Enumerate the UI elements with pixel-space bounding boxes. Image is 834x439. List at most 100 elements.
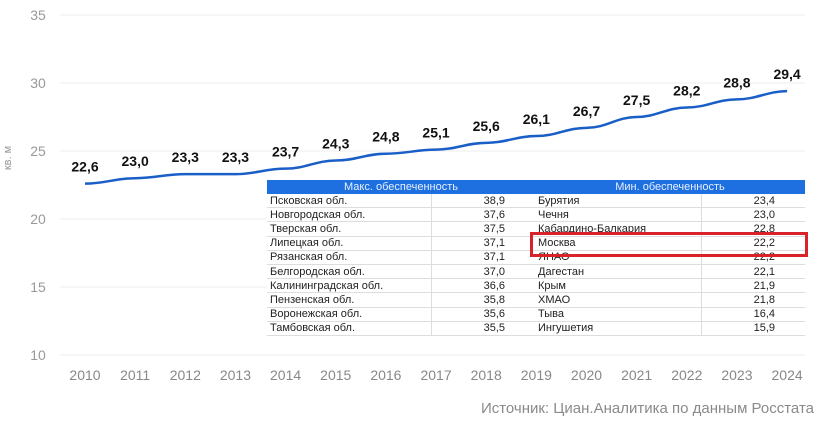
x-tick-label: 2022 bbox=[671, 367, 702, 383]
region-cell: Калининградская обл. bbox=[267, 278, 432, 294]
value-cell: 37,5 bbox=[431, 221, 535, 237]
value-cell: 35,5 bbox=[431, 321, 535, 336]
value-cell: 35,6 bbox=[431, 307, 535, 322]
x-tick-label: 2017 bbox=[420, 367, 451, 383]
data-label: 23,3 bbox=[222, 149, 249, 165]
data-label: 23,0 bbox=[122, 153, 149, 169]
region-cell: Белгородская обл. bbox=[267, 264, 432, 280]
y-axis-label: кв. м bbox=[2, 145, 15, 171]
table-row: ХМАО 21,8 bbox=[535, 292, 805, 308]
table-row: Липецкая обл. 37,1 bbox=[267, 236, 535, 251]
x-tick-label: 2020 bbox=[571, 367, 602, 383]
region-cell: Новгородская обл. bbox=[267, 207, 432, 223]
data-label: 26,1 bbox=[523, 111, 550, 127]
region-cell: Ингушетия bbox=[535, 321, 702, 336]
data-label: 28,8 bbox=[723, 74, 750, 90]
y-tick-label: 15 bbox=[30, 279, 46, 295]
table-row: Белгородская обл. 37,0 bbox=[267, 264, 535, 280]
table-row: Новгородская обл. 37,6 bbox=[267, 207, 535, 223]
region-cell: Тверская обл. bbox=[267, 221, 432, 237]
value-cell: 22,2 bbox=[701, 236, 805, 251]
region-cell: Дагестан bbox=[535, 264, 702, 280]
data-label: 24,3 bbox=[322, 136, 349, 152]
table-row: Воронежская обл. 35,6 bbox=[267, 307, 535, 322]
table-row: Рязанская обл. 37,1 bbox=[267, 250, 535, 265]
y-tick-label: 35 bbox=[30, 7, 46, 23]
value-cell: 36,6 bbox=[431, 278, 535, 294]
table-row: Пензенская обл. 35,8 bbox=[267, 292, 535, 308]
table-row: Москва 22,2 bbox=[535, 236, 805, 251]
value-cell: 35,8 bbox=[431, 292, 535, 308]
table-row: Дагестан 22,1 bbox=[535, 264, 805, 280]
value-cell: 37,1 bbox=[431, 236, 535, 251]
data-label: 25,6 bbox=[473, 118, 500, 134]
region-cell: Бурятия bbox=[535, 194, 702, 209]
data-label: 25,1 bbox=[422, 125, 449, 141]
x-tick-label: 2010 bbox=[69, 367, 100, 383]
region-cell: Крым bbox=[535, 278, 702, 294]
max-table: Макс. обеспеченность Псковская обл. 38,9 Но… bbox=[267, 180, 535, 336]
y-tick-label: 25 bbox=[30, 143, 46, 159]
data-label: 22,6 bbox=[71, 159, 98, 175]
data-label: 23,3 bbox=[172, 149, 199, 165]
data-label: 26,7 bbox=[573, 103, 600, 119]
data-label: 28,2 bbox=[673, 82, 700, 98]
region-cell: Липецкая обл. bbox=[267, 236, 432, 251]
value-cell: 21,9 bbox=[701, 278, 805, 294]
region-cell: Тыва bbox=[535, 307, 702, 322]
x-tick-label: 2019 bbox=[521, 367, 552, 383]
y-tick-label: 30 bbox=[30, 75, 46, 91]
y-tick-label: 20 bbox=[30, 211, 46, 227]
table-row: Тамбовская обл. 35,5 bbox=[267, 321, 535, 336]
x-tick-label: 2015 bbox=[320, 367, 351, 383]
x-tick-label: 2016 bbox=[370, 367, 401, 383]
table-row: Чечня 23,0 bbox=[535, 207, 805, 223]
region-cell: ХМАО bbox=[535, 292, 702, 308]
value-cell: 15,9 bbox=[701, 321, 805, 336]
region-cell: Москва bbox=[535, 236, 702, 251]
value-cell: 21,8 bbox=[701, 292, 805, 308]
x-tick-label: 2013 bbox=[220, 367, 251, 383]
value-cell: 37,6 bbox=[431, 207, 535, 223]
value-cell: 37,0 bbox=[431, 264, 535, 280]
x-tick-label: 2012 bbox=[170, 367, 201, 383]
x-tick-label: 2014 bbox=[270, 367, 301, 383]
region-cell: Псковская обл. bbox=[267, 194, 432, 209]
data-label: 27,5 bbox=[623, 92, 650, 108]
series-line bbox=[84, 89, 788, 185]
value-cell: 16,4 bbox=[701, 307, 805, 322]
value-cell: 23,4 bbox=[701, 194, 805, 209]
table-header: Макс. обеспеченность bbox=[267, 180, 535, 194]
table-row: Тверская обл. 37,5 bbox=[267, 221, 535, 237]
value-cell: 38,9 bbox=[431, 194, 535, 209]
table-row: Тыва 16,4 bbox=[535, 307, 805, 322]
table-row: Крым 21,9 bbox=[535, 278, 805, 294]
region-cell: Тамбовская обл. bbox=[267, 321, 432, 336]
region-cell: Воронежская обл. bbox=[267, 307, 432, 322]
value-cell: 37,1 bbox=[431, 250, 535, 265]
table-row: Бурятия 23,4 bbox=[535, 194, 805, 209]
value-cell: 22,1 bbox=[701, 264, 805, 280]
x-tick-label: 2011 bbox=[120, 367, 150, 383]
region-cell: Пензенская обл. bbox=[267, 292, 432, 308]
data-label: 29,4 bbox=[773, 66, 800, 82]
x-tick-label: 2023 bbox=[721, 367, 752, 383]
source-note: Источник: Циан.Аналитика по данным Росст… bbox=[480, 400, 814, 417]
table-row: Ингушетия 15,9 bbox=[535, 321, 805, 336]
data-label: 24,8 bbox=[372, 129, 399, 145]
value-cell: 23,0 bbox=[701, 207, 805, 223]
region-cell: Рязанская обл. bbox=[267, 250, 432, 265]
table-header: Мин. обеспеченность bbox=[535, 180, 805, 194]
x-tick-label: 2018 bbox=[471, 367, 502, 383]
min-table: Мин. обеспеченность Бурятия 23,4 Чечня 23,0 К… bbox=[535, 180, 805, 336]
table-row: Калининградская обл. 36,6 bbox=[267, 278, 535, 294]
data-label: 23,7 bbox=[272, 144, 299, 160]
table-row: ЯНАО 22,2 bbox=[535, 250, 805, 265]
y-tick-label: 10 bbox=[30, 347, 46, 363]
x-tick-label: 2024 bbox=[772, 367, 803, 383]
region-cell: Чечня bbox=[535, 207, 702, 223]
highlight-box bbox=[530, 232, 808, 257]
table-row: Псковская обл. 38,9 bbox=[267, 194, 535, 209]
